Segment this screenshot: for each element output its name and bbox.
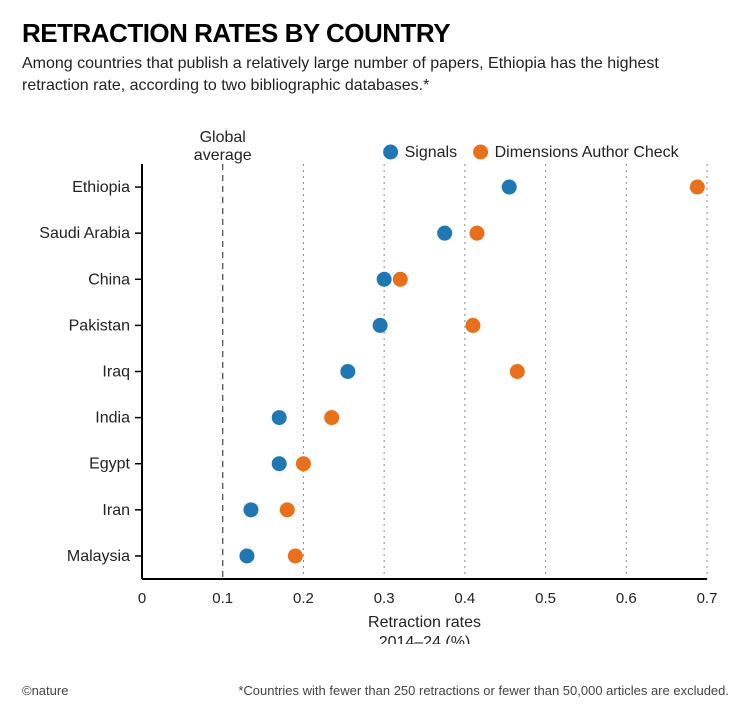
signals-dot (243, 503, 258, 518)
signals-dot (239, 549, 254, 564)
chart-title: RETRACTION RATES BY COUNTRY (22, 18, 729, 49)
signals-dot (272, 456, 287, 471)
country-label: Pakistan (69, 318, 130, 335)
dimensions-dot (280, 503, 295, 518)
country-label: Ethiopia (72, 179, 130, 196)
x-tick-label: 0.7 (697, 590, 718, 607)
legend-label-signals: Signals (405, 144, 457, 161)
x-tick-label: 0.3 (374, 590, 395, 607)
dimensions-dot (469, 226, 484, 241)
legend-marker-dimensions (473, 145, 488, 160)
figure-footer: ©nature *Countries with fewer than 250 r… (22, 683, 729, 698)
x-tick-label: 0.1 (212, 590, 233, 607)
chart-area: 0 0.1 0.2 0.3 0.4 0.5 0.6 0.7 Globalaverage Ethio… (22, 124, 729, 624)
x-tick-label: 0.5 (535, 590, 556, 607)
x-tick-label: 0 (138, 590, 146, 607)
country-label: Malaysia (67, 548, 130, 565)
country-label: India (95, 410, 130, 427)
country-label: Iran (102, 502, 130, 519)
signals-dot (437, 226, 452, 241)
dimensions-dot (690, 180, 705, 195)
legend-marker-signals (383, 145, 398, 160)
x-axis-title: Retraction rates (368, 614, 481, 631)
credit-text: ©nature (22, 683, 68, 698)
country-label: Saudi Arabia (39, 225, 130, 242)
signals-dot (340, 364, 355, 379)
signals-dot (272, 410, 287, 425)
country-label: Egypt (89, 456, 130, 473)
footnote-text: *Countries with fewer than 250 retractio… (238, 683, 729, 698)
signals-dot (502, 180, 517, 195)
dimensions-dot (324, 410, 339, 425)
dimensions-dot (288, 549, 303, 564)
dimensions-dot (296, 456, 311, 471)
legend-label-dimensions: Dimensions Author Check (495, 144, 680, 161)
country-label: China (88, 271, 130, 288)
dimensions-dot (393, 272, 408, 287)
dimensions-dot (510, 364, 525, 379)
signals-dot (373, 318, 388, 333)
figure-container: RETRACTION RATES BY COUNTRY Among countr… (0, 0, 751, 710)
chart-subtitle: Among countries that publish a relativel… (22, 53, 729, 96)
signals-dot (377, 272, 392, 287)
global-average-label: average (194, 147, 252, 164)
global-average-label: Global (200, 129, 246, 146)
dimensions-dot (465, 318, 480, 333)
x-tick-label: 0.4 (454, 590, 475, 607)
dot-plot-chart: 0 0.1 0.2 0.3 0.4 0.5 0.6 0.7 Globalaverage Ethio… (22, 124, 729, 644)
x-axis-title: 2014–24 (%) (379, 634, 471, 644)
x-tick-label: 0.2 (293, 590, 314, 607)
x-tick-label: 0.6 (616, 590, 637, 607)
country-label: Iraq (102, 364, 130, 381)
